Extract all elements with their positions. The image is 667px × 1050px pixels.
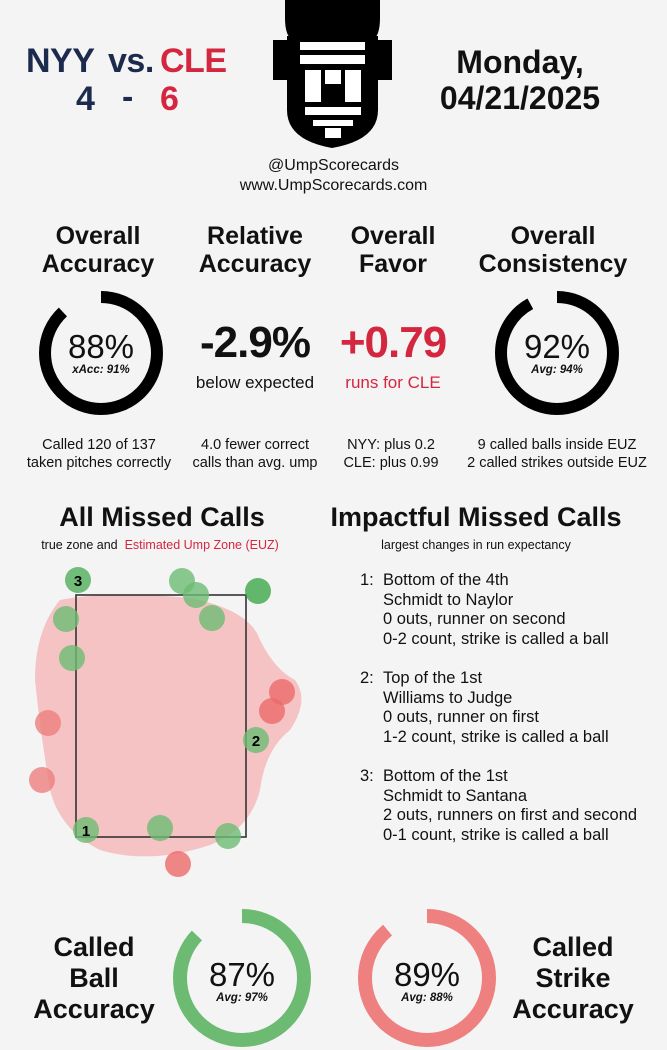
score-dash: - [122, 78, 133, 116]
overall-consistency-readout: 92% Avg: 94% [494, 328, 620, 377]
euz-legend: Estimated Ump Zone (EUZ) [124, 538, 279, 552]
marker-label-1: 1 [82, 823, 90, 840]
called-ball-avg: Avg: 97% [216, 992, 268, 1004]
website-link[interactable]: www.UmpScorecards.com [239, 177, 428, 194]
missed-call-marker [183, 582, 209, 608]
relative-footnote: 4.0 fewer correct calls than avg. ump [192, 437, 318, 471]
missed-call-marker [29, 767, 55, 793]
overall-favor-value: +0.79 [339, 318, 447, 367]
missed-calls-plot: 3 2 1 [29, 567, 302, 877]
missed-legend: true zone and Estimated Ump Zone (EUZ) [41, 538, 279, 552]
xacc-label: xAcc: 91% [72, 364, 130, 376]
missed-call-marker [165, 851, 191, 877]
missed-call-marker [215, 823, 241, 849]
overall-accuracy-readout: 88% xAcc: 91% [38, 328, 164, 377]
impactful-call-2: 2: Top of the 1st Williams to Judge 0 ou… [360, 669, 609, 746]
vs-label: vs. [108, 42, 154, 80]
relative-accuracy-title: Relative Accuracy [198, 222, 312, 278]
missed-call-marker [35, 710, 61, 736]
called-ball-accuracy-title: Called Ball Accuracy [33, 932, 155, 1024]
overall-consistency-gauge [495, 291, 619, 415]
called-ball-readout: 87% Avg: 97% [170, 956, 314, 1005]
relative-accuracy-sub: below expected [195, 373, 315, 392]
relative-accuracy-value: -2.9% [200, 318, 311, 367]
overall-favor-sub: runs for CLE [345, 373, 441, 392]
missed-call-marker [245, 578, 271, 604]
impactful-subtitle: largest changes in run expectancy [381, 538, 571, 552]
favor-footnote: NYY: plus 0.2 CLE: plus 0.99 [343, 437, 439, 471]
called-strike-value: 89% [393, 956, 461, 993]
euz-region [35, 594, 302, 857]
missed-call-marker [243, 727, 269, 753]
consistency-footnote: 9 called balls inside EUZ 2 called strike… [467, 437, 647, 471]
overall-consistency-title: Overall Consistency [478, 222, 628, 278]
called-strike-avg: Avg: 88% [401, 992, 453, 1004]
game-date: 04/21/2025 [439, 80, 601, 116]
called-ball-value: 87% [208, 956, 276, 993]
called-strike-readout: 89% Avg: 88% [355, 956, 499, 1005]
home-team: CLE [160, 42, 227, 80]
missed-call-marker [73, 817, 99, 843]
away-score: 4 [76, 80, 95, 118]
missed-call-marker [147, 815, 173, 841]
missed-call-marker [259, 698, 285, 724]
marker-label-2: 2 [252, 733, 260, 750]
impactful-call-3: 3: Bottom of the 1st Schmidt to Santana … [360, 767, 638, 844]
game-day: Monday, [456, 44, 584, 80]
missed-call-markers [29, 567, 295, 877]
overall-accuracy-value: 88% [67, 328, 135, 365]
overall-accuracy-gauge [39, 291, 163, 415]
missed-call-marker [59, 645, 85, 671]
consistency-avg-label: Avg: 94% [531, 364, 583, 376]
overall-consistency-value: 92% [523, 328, 591, 365]
umpire-mask-icon [273, 0, 392, 148]
missed-call-marker [65, 567, 91, 593]
overall-accuracy-title: Overall Accuracy [41, 222, 155, 278]
accuracy-footnote: Called 120 of 137 taken pitches correctly [26, 437, 172, 471]
away-team: NYY [26, 42, 95, 80]
called-strike-accuracy-title: Called Strike Accuracy [512, 932, 634, 1024]
missed-call-marker [53, 606, 79, 632]
impactful-missed-calls-title: Impactful Missed Calls [330, 502, 622, 532]
marker-label-3: 3 [74, 573, 82, 590]
overall-favor-title: Overall Favor [350, 222, 436, 278]
all-missed-calls-title: All Missed Calls [59, 502, 265, 532]
home-score: 6 [160, 80, 179, 118]
impactful-call-1: 1: Bottom of the 4th Schmidt to Naylor 0… [360, 571, 609, 648]
missed-call-marker [199, 605, 225, 631]
twitter-handle[interactable]: @UmpScorecards [268, 157, 399, 174]
